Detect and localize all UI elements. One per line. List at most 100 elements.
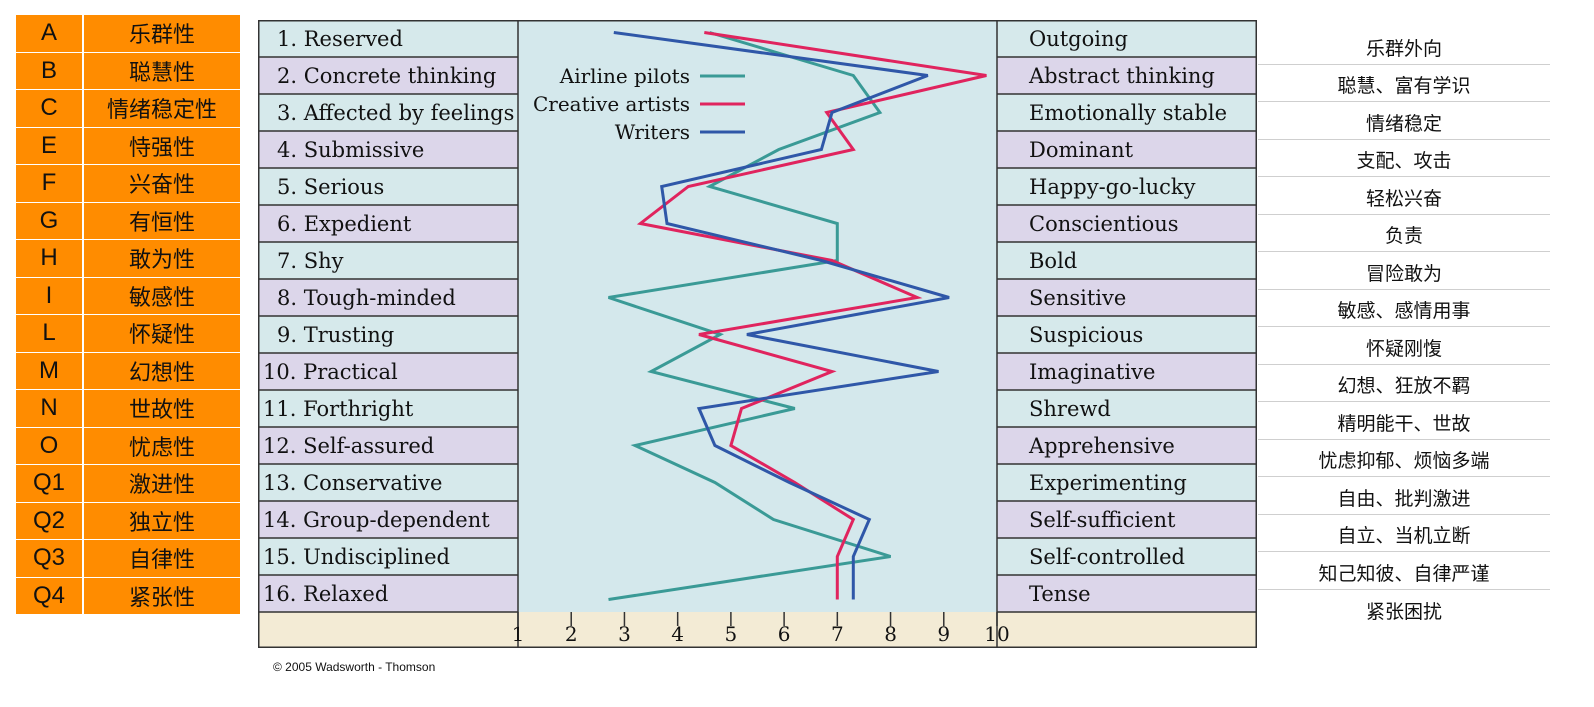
right-trait-label: Conscientious: [1029, 212, 1179, 236]
x-tick-label: 5: [725, 622, 738, 646]
right-label-cell: [997, 131, 1257, 168]
factor-name: 乐群性: [128, 23, 195, 49]
left-label-cell: [258, 205, 518, 242]
factor-name: 兴奋性: [128, 173, 195, 199]
right-trait-label: Tense: [1029, 582, 1091, 606]
x-tick-label: 8: [884, 622, 897, 646]
right-label-cell: [997, 242, 1257, 279]
left-trait-label: 12. Self-assured: [263, 434, 434, 458]
factor-name: 世故性: [128, 398, 195, 424]
right-trait-label: Dominant: [1029, 138, 1134, 162]
x-tick-label: 6: [778, 622, 791, 646]
right-trait-label: Shrewd: [1029, 397, 1111, 421]
left-trait-label: 9. Trusting: [277, 323, 394, 347]
left-label-cell: [258, 390, 518, 427]
right-label-cell: [997, 575, 1257, 612]
x-tick-label: 2: [565, 622, 578, 646]
left-trait-label: 6. Expedient: [277, 212, 412, 236]
chinese-description: 乐群外向: [1258, 27, 1550, 65]
right-label-cell: [997, 464, 1257, 501]
right-trait-label: Experimenting: [1029, 471, 1187, 495]
factor-row: Q4 紧张性: [16, 577, 240, 615]
right-label-cell: [997, 316, 1257, 353]
factor-row: C 情绪稳定性: [16, 90, 240, 128]
left-trait-label: 11. Forthright: [263, 397, 414, 421]
right-label-cell: [997, 57, 1257, 94]
x-tick-label: 4: [671, 622, 684, 646]
left-trait-label: 15. Undisciplined: [263, 545, 450, 569]
x-tick-label: 10: [984, 622, 1009, 646]
x-axis-band: [258, 612, 1257, 648]
x-tick-label: 7: [831, 622, 844, 646]
factor-code: Q3: [16, 540, 84, 577]
chinese-description: 支配、攻击: [1258, 140, 1550, 177]
right-label-cell: [997, 205, 1257, 242]
legend-label: Writers: [615, 120, 690, 144]
factor-row: E 恃强性: [16, 127, 240, 165]
right-label-cell: [997, 390, 1257, 427]
chinese-description: 聪慧、富有学识: [1258, 65, 1550, 102]
right-label-cell: [997, 20, 1257, 57]
right-trait-label: Self-sufficient: [1029, 508, 1176, 532]
left-trait-label: 2. Concrete thinking: [277, 64, 496, 88]
factor-code: G: [16, 202, 84, 239]
profile-chart-svg: 1. Reserved 2. Concrete thinking 3. Affect…: [258, 19, 1257, 648]
chart-frame: [258, 20, 1257, 648]
factor-name: 恃强性: [128, 135, 195, 161]
factor-row: Q1 激进性: [16, 465, 240, 503]
factor-code: Q4: [16, 577, 84, 614]
factor-code: E: [16, 127, 84, 164]
left-label-cell: [258, 168, 518, 205]
chinese-description: 负责: [1258, 215, 1550, 252]
factor-name: 怀疑性: [128, 323, 195, 349]
factor-code: F: [16, 165, 84, 202]
factor-code: M: [16, 352, 84, 389]
right-trait-label: Sensitive: [1029, 286, 1126, 310]
factor-row: N 世故性: [16, 390, 240, 428]
series-line-creative-artists: [636, 31, 987, 600]
right-label-cell: [997, 168, 1257, 205]
chinese-description: 忧虑抑郁、烦恼多端: [1258, 440, 1550, 477]
profile-chart: 1. Reserved 2. Concrete thinking 3. Affect…: [258, 19, 1258, 656]
right-trait-label: Abstract thinking: [1028, 64, 1215, 88]
factor-code: N: [16, 390, 84, 427]
factor-code: Q1: [16, 465, 84, 502]
copyright-credit: © 2005 Wadsworth - Thomson: [273, 660, 436, 674]
factor-code: O: [16, 427, 84, 464]
right-label-cell: [997, 353, 1257, 390]
factor-code: A: [16, 15, 84, 52]
left-trait-label: 7. Shy: [277, 249, 344, 273]
left-trait-label: 4. Submissive: [277, 138, 424, 162]
left-trait-label: 1. Reserved: [277, 27, 403, 51]
chinese-description: 敏感、感情用事: [1258, 290, 1550, 327]
factor-code: C: [16, 90, 84, 127]
factor-row: H 敢为性: [16, 240, 240, 278]
left-label-cell: [258, 501, 518, 538]
right-label-cell: [997, 538, 1257, 575]
chinese-description: 自立、当机立断: [1258, 515, 1550, 552]
factor-row: F 兴奋性: [16, 165, 240, 203]
chinese-description-list: 乐群外向 聪慧、富有学识 情绪稳定 支配、攻击 轻松兴奋 负责 冒险敢为 敏感、感情用事 怀疑刚…: [1258, 27, 1550, 627]
factor-row: O 忧虑性: [16, 427, 240, 465]
factor-code: Q2: [16, 502, 84, 539]
right-trait-label: Happy-go-lucky: [1029, 175, 1196, 199]
chinese-description: 精明能干、世故: [1258, 402, 1550, 440]
factor-row: L 怀疑性: [16, 315, 240, 353]
right-label-cell: [997, 94, 1257, 131]
x-tick-label: 1: [512, 622, 525, 646]
factor-row: A 乐群性: [16, 15, 240, 53]
legend-label: Airline pilots: [559, 64, 690, 88]
chinese-description: 紧张困扰: [1365, 600, 1442, 623]
left-label-cell: [258, 464, 518, 501]
left-label-cell: [258, 575, 518, 612]
left-trait-label: 13. Conservative: [263, 471, 442, 495]
left-label-cell: [258, 131, 518, 168]
right-trait-label: Imaginative: [1029, 360, 1155, 384]
chinese-description: 轻松兴奋: [1258, 177, 1550, 215]
chinese-description: 冒险敢为: [1258, 252, 1550, 290]
left-label-cell: [258, 427, 518, 464]
factor-code: L: [16, 315, 84, 352]
factor-name: 紧张性: [128, 585, 195, 611]
legend-label: Creative artists: [533, 92, 690, 116]
left-label-cell: [258, 57, 518, 94]
